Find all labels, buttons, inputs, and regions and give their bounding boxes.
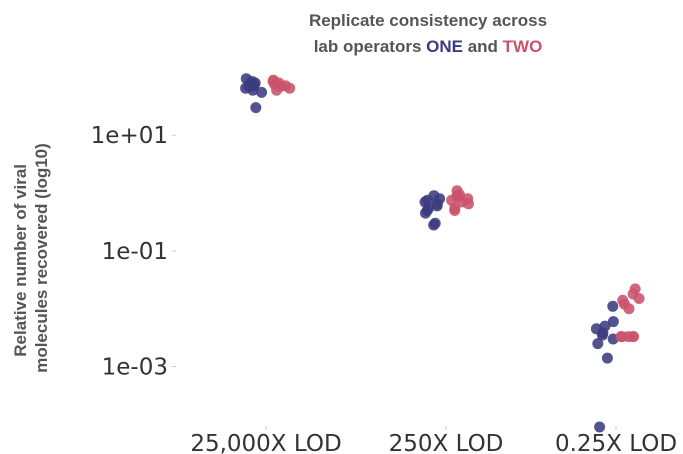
data-point-two [623, 303, 635, 315]
data-point-one [244, 78, 256, 90]
data-point-two [267, 76, 279, 87]
data-point-two [627, 331, 639, 343]
data-point-two [449, 205, 461, 216]
data-point-one [419, 196, 431, 208]
data-point-one [250, 102, 262, 114]
legend-two-label: TWO [503, 37, 543, 56]
y-axis-label-line-2: molecules recovered (log10) [32, 143, 51, 373]
chart-title-prefix: lab operators [314, 37, 426, 56]
data-point-one [596, 329, 608, 341]
data-points [240, 73, 645, 433]
x-tick-label: 0.25X LOD [555, 431, 677, 454]
data-point-one [256, 86, 268, 98]
chart-title-line-1: Replicate consistency across [309, 11, 547, 30]
x-tick-label: 25,000X LOD [190, 431, 341, 454]
data-point-one [592, 338, 604, 350]
legend-one-label: ONE [426, 37, 463, 56]
data-point-one [601, 352, 613, 364]
x-axis-ticks: 25,000X LOD 250X LOD 0.25X LOD [190, 426, 677, 454]
data-point-two [633, 293, 645, 304]
y-axis-ticks: 1e+01 1e-01 1e-03 [91, 123, 176, 381]
data-point-one [599, 320, 611, 332]
data-point-one [607, 316, 619, 328]
chart-title-line-2: lab operators ONE and TWO [314, 37, 543, 56]
data-point-two [280, 80, 291, 92]
data-point-one [594, 421, 606, 433]
data-point-one [431, 198, 443, 210]
data-point-two [271, 84, 283, 96]
data-point-two [452, 191, 464, 203]
y-tick-label: 1e+01 [91, 123, 168, 149]
data-point-one [421, 205, 433, 216]
y-tick-label: 1e-01 [102, 239, 168, 265]
y-tick-label: 1e-03 [102, 355, 168, 381]
data-point-one [428, 219, 440, 231]
y-axis-label: Relative number of viral molecules recov… [11, 143, 51, 373]
chart-title-and: and [463, 37, 503, 56]
x-tick-label: 250X LOD [389, 431, 504, 454]
y-axis-label-line-1: Relative number of viral [11, 164, 30, 357]
data-point-one [607, 300, 619, 312]
